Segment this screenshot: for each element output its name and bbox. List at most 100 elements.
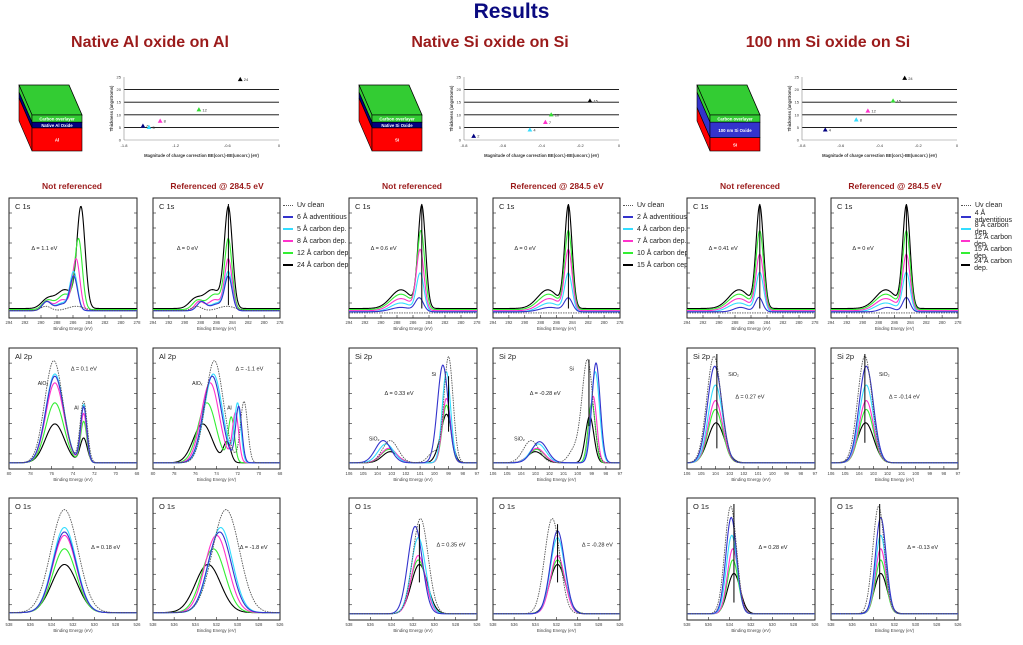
referenced-header: Referenced @ 284.5 eV (170, 181, 264, 191)
x-axis-title: Binding Energy (eV) (731, 326, 771, 331)
y-tick-label: 25 (117, 75, 122, 80)
legend-label: 8 Å carbon dep. (974, 222, 1009, 236)
data-point-label: 12 (871, 109, 876, 114)
spectrum-chart-c1s: 294 292 290 288 286 284 282 280 278 Binding Energ… (828, 197, 962, 331)
x-tick-label: 534 (192, 622, 200, 627)
x-tick-label: 97 (618, 471, 623, 476)
legend-swatch (961, 240, 971, 242)
legend-label: 12 Å carbon dep. (297, 249, 351, 257)
legend-item: Uv clean (283, 199, 350, 211)
x-tick-label: 286 (553, 320, 561, 325)
x-tick-label: 294 (828, 320, 836, 325)
x-tick-label: 290 (378, 320, 386, 325)
x-tick-label: 532 (748, 622, 756, 627)
peak-label: SiO₂ (728, 372, 739, 378)
x-tick-label: -0.6 (224, 143, 232, 148)
data-point-triangle (146, 124, 152, 129)
x-tick-label: 106 (828, 471, 836, 476)
x-tick-label: -0.4 (538, 143, 546, 148)
x-tick-label: 102 (546, 471, 554, 476)
legend-swatch (283, 228, 293, 230)
x-tick-label: 288 (394, 320, 402, 325)
y-axis-title: Thickness (angstroms) (449, 85, 454, 131)
x-tick-label: 68 (278, 471, 283, 476)
spectrum-line (9, 531, 137, 614)
x-tick-label: 536 (849, 622, 857, 627)
referenced-header: Referenced @ 284.5 eV (848, 181, 942, 191)
x-tick-label: 282 (442, 320, 450, 325)
data-point-label: 7 (549, 120, 552, 125)
legend-label: 4 Å carbon dep. (637, 225, 687, 233)
x-tick-label: 76 (49, 471, 54, 476)
legend-label: 24 Å carbon dep. (297, 261, 351, 269)
data-point-triangle (237, 76, 243, 82)
plot-frame (492, 197, 621, 319)
spectrum-line (831, 296, 958, 313)
data-point-triangle (865, 108, 871, 113)
x-tick-label: 278 (955, 320, 963, 325)
x-tick-label: 530 (574, 622, 582, 627)
x-tick-label: 98 (942, 471, 947, 476)
y-tick-label: 10 (457, 112, 462, 117)
x-tick-label: 530 (431, 622, 439, 627)
x-tick-label: 78 (172, 471, 177, 476)
x-axis-title: Binding Energy (eV) (197, 477, 237, 482)
block-layer (709, 137, 761, 152)
x-tick-label: 536 (367, 622, 375, 627)
x-tick-label: 104 (712, 471, 720, 476)
legend-label: 15 Å carbon dep. (974, 246, 1012, 260)
legend-label: Uv clean (297, 201, 325, 209)
x-axis-title: Magnitude of charge correction BE(corr.)… (484, 153, 599, 158)
x-tick-label: 99 (446, 471, 451, 476)
block-layer-label: Si (733, 142, 737, 147)
spectrum-line (686, 365, 815, 464)
thickness-scatter-chart: 0 5 10 15 20 25 -0.8 -0.6 -0.4 -0.2 0 Magnitude of … (787, 75, 959, 159)
x-tick-label: 74 (214, 471, 219, 476)
x-tick-label: 284 (569, 320, 577, 325)
legend-swatch (623, 264, 633, 266)
spectrum-line (686, 355, 815, 464)
x-tick-label: 536 (171, 622, 179, 627)
plot-frame (8, 197, 138, 319)
x-tick-label: 278 (812, 320, 820, 325)
plot-frame (492, 347, 621, 470)
x-tick-label: 76 (193, 471, 198, 476)
x-tick-label: 280 (458, 320, 466, 325)
x-tick-label: 288 (54, 320, 62, 325)
x-tick-label: 282 (102, 320, 110, 325)
plot-frame (686, 497, 816, 621)
x-tick-label: 280 (601, 320, 609, 325)
page-title: Results (473, 0, 550, 23)
legend-label: 12 Å carbon dep. (974, 234, 1012, 248)
x-tick-label: 284 (907, 320, 915, 325)
legend-item: 24 Å carbon dep. (283, 259, 350, 271)
x-tick-label: 294 (150, 320, 158, 325)
plot-frame (8, 347, 138, 470)
x-tick-label: 280 (796, 320, 804, 325)
x-tick-label: 103 (388, 471, 396, 476)
delta-shift-label: Δ = 0.35 eV (436, 543, 465, 549)
spectrum-region-label: O 1s (355, 502, 371, 511)
x-tick-label: 290 (716, 320, 724, 325)
data-point-label: 8 (860, 117, 863, 122)
delta-shift-label: Δ = -0.28 eV (582, 543, 613, 549)
spectrum-line (831, 253, 958, 312)
x-tick-label: 74 (71, 471, 76, 476)
legend-swatch (283, 252, 293, 254)
y-tick-label: 10 (795, 112, 800, 117)
spectrum-chart-o1s: 538 536 534 532 530 528 526 Binding Energy (eV)… (150, 497, 284, 633)
x-tick-label: 534 (388, 622, 396, 627)
x-tick-label: 538 (490, 622, 498, 627)
legend: Uv clean 6 Å adventitious 5 Å carbon dep. 8… (283, 199, 350, 271)
spectrum-line (493, 248, 620, 312)
data-point-triangle (471, 133, 477, 138)
legend-item: 6 Å adventitious (283, 211, 350, 223)
spectrum-region-label: O 1s (159, 502, 175, 511)
y-tick-label: 15 (457, 100, 462, 105)
x-tick-label: 536 (27, 622, 35, 627)
spectrum-line (349, 518, 477, 615)
x-tick-label: 0 (956, 143, 959, 148)
peak-label: AlOₓ (192, 381, 203, 387)
x-tick-label: 101 (560, 471, 568, 476)
